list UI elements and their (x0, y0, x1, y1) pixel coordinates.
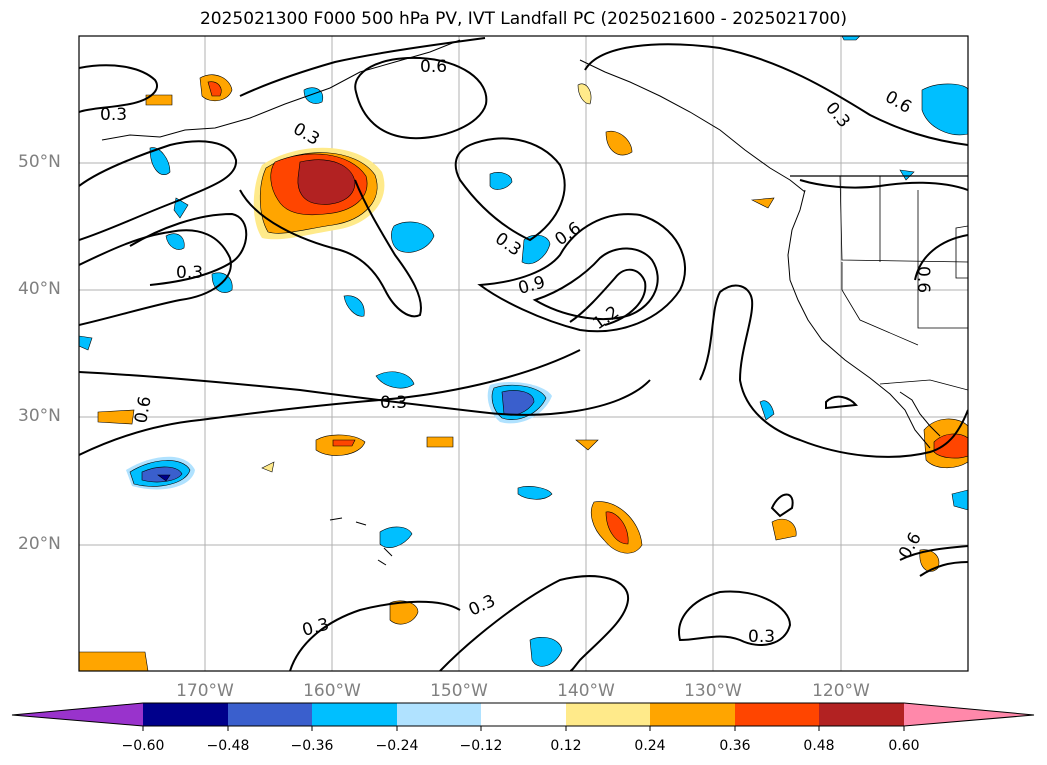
colorbar-segment (566, 703, 650, 726)
contour-label: 0.3 (380, 393, 407, 413)
colorbar-segment (819, 703, 904, 726)
colorbar-extend-high (904, 703, 1034, 726)
colorbar-segment (143, 703, 228, 726)
gridlines (79, 36, 968, 671)
colorbar-segment (481, 703, 566, 726)
contour-label: 0.3 (748, 627, 775, 647)
contour-label: 0.3 (100, 105, 127, 125)
contour-label: 0.6 (420, 57, 447, 77)
colorbar-segment (228, 703, 312, 726)
colorbar-tick-label: 0.48 (803, 738, 835, 754)
colorbar-tick-label: 0.24 (634, 738, 666, 754)
negative-shading (79, 36, 968, 667)
contour-label: 0.6 (131, 395, 155, 425)
map-background (79, 36, 968, 671)
colorbar-tick-label: 0.36 (719, 738, 751, 754)
lon-label: 170°W (176, 681, 234, 701)
lat-label: 30°N (18, 406, 61, 426)
positive-shading (79, 74, 968, 671)
colorbar-tick-label: −0.36 (290, 738, 334, 754)
colorbar-tick-label: −0.48 (206, 738, 250, 754)
lon-label: 150°W (430, 681, 488, 701)
contour-label: 0.6 (913, 266, 933, 293)
map-title: 2025021300 F000 500 hPa PV, IVT Landfall… (199, 9, 847, 29)
colorbar-tick-label: −0.12 (459, 738, 503, 754)
colorbar-tick-label: −0.60 (121, 738, 165, 754)
map-frame (78, 35, 969, 672)
lon-label: 140°W (557, 681, 615, 701)
lat-label: 50°N (18, 152, 61, 172)
coastlines (101, 39, 968, 566)
colorbar-extend-low (12, 703, 143, 726)
pv-contours (79, 37, 968, 671)
colorbar-segment (650, 703, 735, 726)
colorbar-segment (397, 703, 481, 726)
colorbar-segment (312, 703, 397, 726)
lat-label: 40°N (18, 279, 61, 299)
colorbar-tick-label: −0.24 (375, 738, 419, 754)
lon-label: 130°W (684, 681, 742, 701)
lon-label: 120°W (812, 681, 870, 701)
colorbar-segment (735, 703, 819, 726)
colorbar (11, 702, 1035, 731)
colorbar-tick-label: 0.60 (888, 738, 920, 754)
lon-label: 160°W (303, 681, 361, 701)
lat-label: 20°N (18, 534, 61, 554)
contour-label: 0.3 (176, 263, 203, 283)
colorbar-tick-label: 0.12 (550, 738, 582, 754)
